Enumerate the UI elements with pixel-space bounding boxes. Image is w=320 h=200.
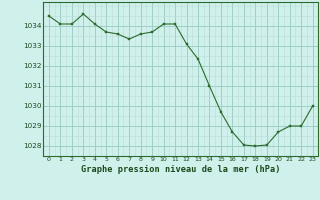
- X-axis label: Graphe pression niveau de la mer (hPa): Graphe pression niveau de la mer (hPa): [81, 165, 281, 174]
